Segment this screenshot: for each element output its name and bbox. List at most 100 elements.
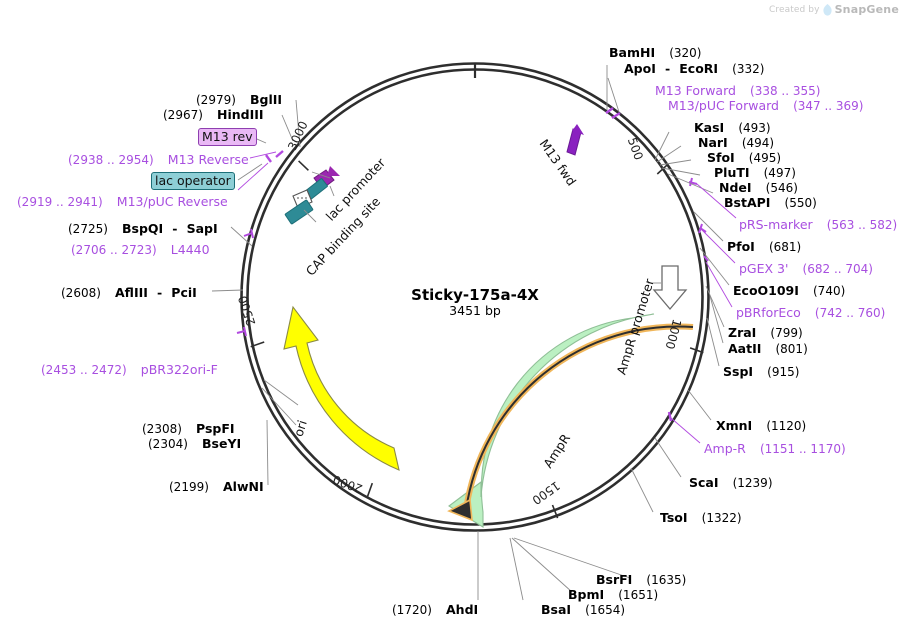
feature-position: (2938 .. 2954)	[68, 153, 154, 167]
label-pbrforeco[interactable]: pBRforEco (742 .. 760)	[736, 304, 885, 321]
enzyme-name-2: SapI	[186, 221, 218, 236]
enzyme-name: NarI	[698, 135, 728, 150]
label-afliii-pcii[interactable]: (2608) AflIII - PciI	[61, 284, 197, 301]
label-pspfi[interactable]: (2308) PspFI	[142, 420, 235, 437]
label-pgex-3prime[interactable]: pGEX 3' (682 .. 704)	[739, 260, 873, 277]
feature-position: (682 .. 704)	[802, 262, 873, 276]
feature-name: pBR322ori-F	[140, 362, 218, 377]
enzyme-position: (1322)	[701, 511, 742, 525]
feature-name: L4440	[170, 242, 210, 257]
label-m13-reverse[interactable]: (2938 .. 2954) M13 Reverse	[68, 151, 249, 168]
enzyme-position: (1120)	[766, 419, 807, 433]
label-pluti[interactable]: PluTI (497)	[714, 164, 796, 181]
enzyme-name: HindIII	[217, 107, 264, 122]
label-amp-r[interactable]: Amp-R (1151 .. 1170)	[704, 440, 846, 457]
label-bpmi[interactable]: BpmI (1651)	[568, 586, 658, 603]
lac-promoter-glyph	[304, 166, 340, 200]
enzyme-name: BpmI	[568, 587, 605, 602]
m13-fwd-primer-glyph	[566, 124, 584, 156]
label-zrai[interactable]: ZraI (799)	[728, 324, 803, 341]
enzyme-position: (332)	[732, 62, 765, 76]
enzyme-name: PluTI	[714, 165, 750, 180]
enzyme-position: (2199)	[169, 480, 209, 494]
enzyme-name: AhdI	[446, 602, 479, 617]
enzyme-position: (550)	[784, 196, 817, 210]
label-prs-marker[interactable]: pRS-marker (563 .. 582)	[739, 216, 897, 233]
enzyme-name-2: PciI	[171, 285, 197, 300]
label-pfoi[interactable]: PfoI (681)	[727, 238, 801, 255]
label-apoi-ecori[interactable]: ApoI - EcoRI (332)	[624, 60, 764, 77]
right-primer-marks	[688, 177, 709, 262]
enzyme-separator: -	[157, 285, 163, 300]
label-bglii[interactable]: (2979) BglII	[196, 91, 282, 108]
m13-forward-marks	[605, 107, 621, 120]
feature-position: (1151 .. 1170)	[759, 442, 846, 456]
label-pbr322ori-f[interactable]: (2453 .. 2472) pBR322ori-F	[41, 361, 218, 378]
enzyme-name: ZraI	[728, 325, 757, 340]
enzyme-position: (546)	[765, 181, 798, 195]
enzyme-name: NdeI	[719, 180, 752, 195]
feature-position: (563 .. 582)	[826, 218, 898, 232]
feature-name: M13/pUC Reverse	[116, 194, 228, 209]
enzyme-name: TsoI	[660, 510, 688, 525]
enzyme-position: (497)	[763, 166, 796, 180]
label-aatii[interactable]: AatII (801)	[728, 340, 808, 357]
snapgene-watermark: Created by SnapGene	[769, 3, 899, 16]
badge-lac-operator[interactable]: lac operator	[151, 172, 235, 190]
label-ahdi[interactable]: (1720) AhdI	[392, 601, 478, 618]
ruler-ticks	[250, 160, 704, 519]
enzyme-position: (681)	[768, 240, 802, 254]
label-bspqi-sapi[interactable]: (2725) BspQI - SapI	[68, 220, 218, 237]
watermark-prefix: Created by	[769, 4, 820, 15]
enzyme-position: (493)	[738, 121, 771, 135]
label-xmni[interactable]: XmnI (1120)	[716, 417, 806, 434]
enzyme-position: (2725)	[68, 222, 108, 236]
enzyme-name: BspQI	[122, 221, 164, 236]
enzyme-name: ScaI	[689, 475, 719, 490]
feature-name: M13 Reverse	[167, 152, 249, 167]
label-l4440[interactable]: (2706 .. 2723) L4440	[71, 241, 210, 258]
feature-position: (338 .. 355)	[750, 84, 821, 98]
ampr-highlight-arc	[447, 323, 694, 522]
enzyme-position: (2979)	[196, 93, 236, 107]
label-bstapi[interactable]: BstAPI (550)	[724, 194, 817, 211]
feature-position: (2706 .. 2723)	[71, 243, 157, 257]
ori-arrow	[283, 305, 400, 471]
enzyme-name: BamHI	[609, 45, 656, 60]
snapgene-logo-icon	[822, 3, 832, 16]
enzyme-position: (494)	[741, 136, 775, 150]
label-bsrfi[interactable]: BsrFI (1635)	[596, 571, 686, 588]
label-m13-puc-forward[interactable]: M13/pUC Forward (347 .. 369)	[668, 97, 864, 114]
enzyme-name: SfoI	[707, 150, 735, 165]
label-tsoi[interactable]: TsoI (1322)	[660, 509, 742, 526]
enzyme-name-2: EcoRI	[679, 61, 719, 76]
label-hindiii[interactable]: (2967) HindIII	[163, 106, 264, 123]
plasmid-size: 3451 bp	[449, 303, 501, 318]
enzyme-name: BstAPI	[724, 195, 771, 210]
ampr-arrow	[448, 313, 674, 528]
enzyme-position: (799)	[770, 326, 803, 340]
ampr-promoter-arrow	[652, 265, 688, 311]
label-ecoo109i[interactable]: EcoO109I (740)	[733, 282, 845, 299]
label-bseyi[interactable]: (2304) BseYI	[148, 435, 241, 452]
enzyme-position: (740)	[813, 284, 846, 298]
enzyme-position: (1635)	[646, 573, 687, 587]
label-m13-forward[interactable]: M13 Forward (338 .. 355)	[655, 82, 820, 99]
badge-m13-rev[interactable]: M13 rev	[198, 128, 257, 146]
label-bamhi[interactable]: BamHI (320)	[609, 44, 701, 61]
feature-position: (347 .. 369)	[793, 99, 864, 113]
label-m13-puc-reverse[interactable]: (2919 .. 2941) M13/pUC Reverse	[17, 193, 228, 210]
label-nari[interactable]: NarI (494)	[698, 134, 774, 151]
label-sfoi[interactable]: SfoI (495)	[707, 149, 781, 166]
enzyme-position: (2967)	[163, 108, 203, 122]
label-alwni[interactable]: (2199) AlwNI	[169, 478, 264, 495]
label-bsai[interactable]: BsaI (1654)	[541, 601, 625, 618]
label-sspi[interactable]: SspI (915)	[723, 363, 799, 380]
label-scai[interactable]: ScaI (1239)	[689, 474, 773, 491]
enzyme-name: BglII	[250, 92, 283, 107]
cap-binding-site-glyph	[284, 189, 314, 225]
label-ndei[interactable]: NdeI (546)	[719, 179, 798, 196]
label-kasi[interactable]: KasI (493)	[694, 119, 771, 136]
